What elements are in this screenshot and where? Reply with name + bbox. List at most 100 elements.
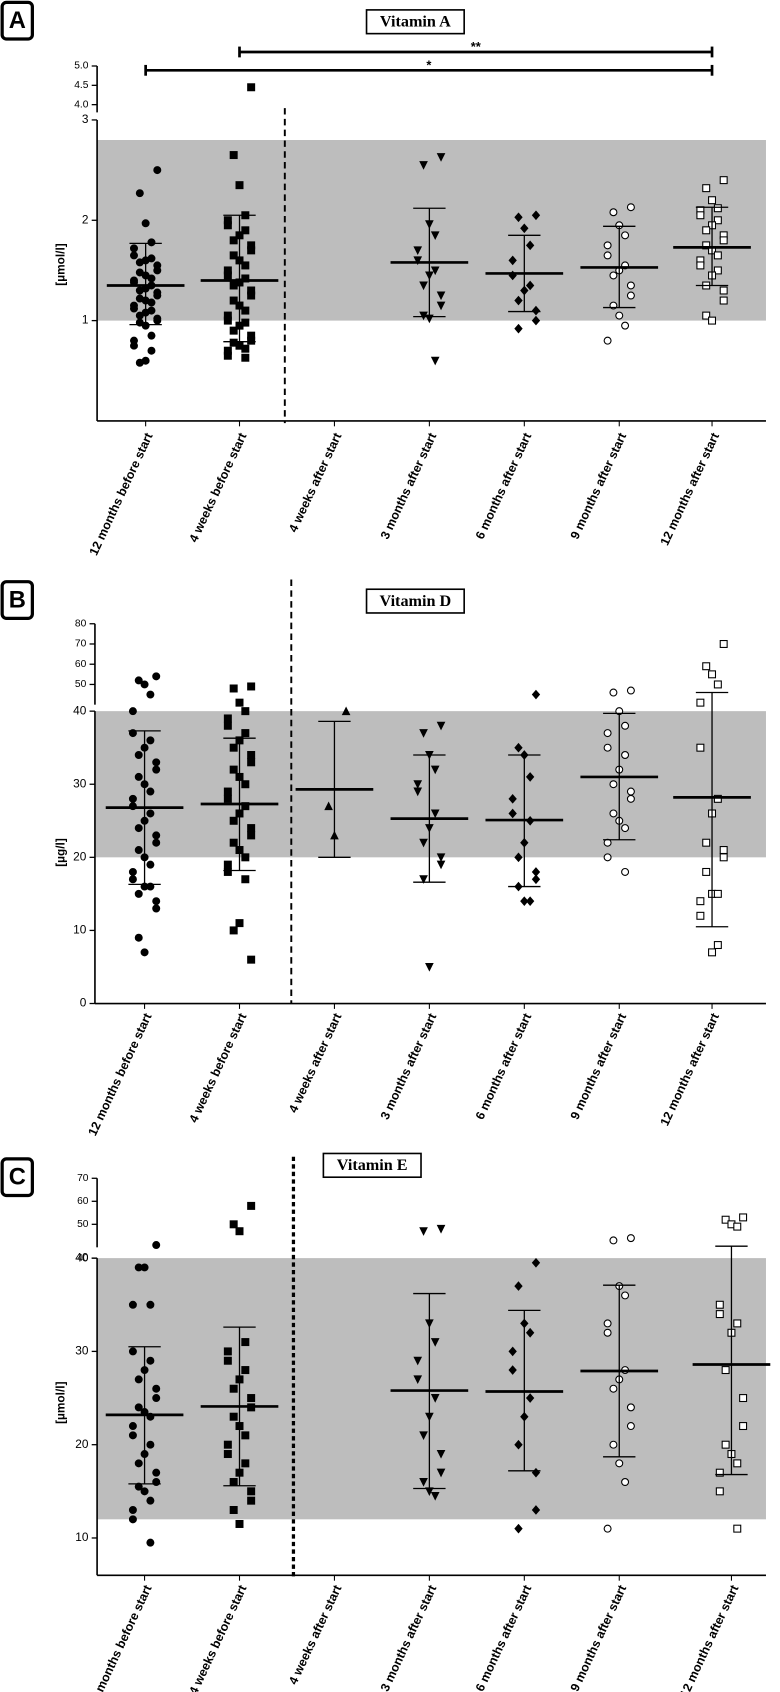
- data-point: [140, 1487, 149, 1496]
- data-point: [514, 295, 523, 306]
- y-tick-label: 4.0: [74, 99, 89, 110]
- data-point: [525, 1327, 535, 1338]
- data-point: [223, 714, 232, 723]
- y-tick-label: 2: [82, 212, 89, 226]
- data-point: [135, 286, 144, 295]
- data-point: [626, 1234, 635, 1243]
- data-point: [609, 809, 618, 818]
- data-point: [436, 860, 446, 870]
- data-point: [621, 1478, 630, 1486]
- data-point: [508, 1346, 517, 1357]
- data-point: [413, 256, 423, 266]
- data-point: [130, 304, 138, 313]
- data-point: [715, 1300, 724, 1309]
- data-point: [229, 926, 238, 935]
- data-point: [609, 1440, 618, 1449]
- title-box: [365, 588, 465, 614]
- data-point: [247, 758, 256, 767]
- data-point: [135, 258, 144, 267]
- reference-range: [97, 140, 766, 321]
- data-point: [413, 1356, 423, 1366]
- data-point: [696, 698, 705, 707]
- data-point: [241, 344, 250, 353]
- data-point: [615, 1459, 624, 1468]
- data-point: [531, 210, 541, 221]
- data-point: [241, 1366, 250, 1375]
- data-point: [436, 1468, 446, 1478]
- data-point: [603, 1328, 612, 1337]
- y-tick-label: 20: [75, 1437, 89, 1451]
- data-point: [621, 824, 630, 833]
- data-point: [223, 271, 232, 280]
- data-point: [713, 204, 722, 213]
- data-point: [514, 323, 523, 334]
- data-point: [430, 1338, 440, 1347]
- data-point: [229, 816, 238, 825]
- x-tick-label: 12 months before start: [85, 1011, 154, 1138]
- data-point: [247, 751, 256, 759]
- data-point: [436, 853, 446, 862]
- panel-letter-box: [0, 580, 34, 620]
- data-point: [223, 1347, 232, 1356]
- data-point: [134, 889, 143, 898]
- y-tick-label: 40: [73, 703, 87, 717]
- data-point: [229, 296, 238, 305]
- data-point: [514, 1281, 523, 1291]
- x-tick-label: 12 months after start: [677, 1583, 741, 1692]
- data-point: [621, 867, 630, 876]
- data-point: [134, 676, 143, 685]
- data-point: [531, 305, 541, 316]
- chart-title: Vitamin A: [380, 14, 451, 31]
- data-point: [531, 1257, 541, 1268]
- data-point: [229, 1384, 238, 1393]
- data-point: [229, 743, 238, 752]
- data-point: [430, 809, 440, 819]
- data-point: [153, 166, 162, 175]
- data-point: [719, 286, 728, 295]
- data-point: [152, 758, 161, 767]
- data-point: [241, 707, 250, 716]
- y-axis-label: [µmol/l]: [54, 1381, 68, 1423]
- data-point: [713, 889, 722, 898]
- data-point: [626, 291, 635, 300]
- y-tick-label: 4.5: [74, 80, 89, 91]
- data-point: [146, 736, 155, 745]
- data-point: [430, 356, 440, 366]
- data-point: [241, 875, 250, 884]
- data-point: [708, 316, 717, 325]
- data-point: [708, 670, 717, 679]
- data-point: [241, 780, 250, 789]
- data-point: [152, 831, 161, 840]
- data-point: [531, 874, 541, 885]
- x-tick-label: 3 months after start: [378, 1583, 440, 1692]
- y-tick-label: 80: [75, 618, 87, 629]
- data-point: [733, 1319, 742, 1328]
- data-point: [739, 1394, 748, 1403]
- data-point: [229, 838, 238, 847]
- data-point: [229, 281, 238, 290]
- x-tick-label: 4 weeks before start: [186, 1583, 249, 1692]
- data-point: [621, 721, 630, 730]
- data-point: [146, 690, 155, 699]
- data-point: [721, 1366, 730, 1375]
- data-point: [413, 780, 423, 789]
- data-point: [241, 306, 250, 315]
- data-point: [241, 729, 250, 738]
- y-tick-label: 40: [75, 1250, 89, 1264]
- chart-title: Vitamin D: [379, 593, 451, 610]
- data-point: [247, 1394, 256, 1403]
- data-point: [626, 794, 635, 803]
- panel-letter-box: [0, 1157, 34, 1198]
- data-point: [603, 1319, 612, 1328]
- data-point: [713, 216, 722, 225]
- data-point: [719, 853, 728, 862]
- data-point: [733, 1459, 742, 1468]
- data-point: [152, 904, 161, 913]
- reference-range: [97, 1258, 766, 1520]
- data-point: [733, 1222, 742, 1231]
- data-point: [223, 860, 232, 869]
- data-point: [141, 219, 150, 228]
- data-point: [235, 181, 244, 190]
- data-point: [229, 1478, 238, 1486]
- x-tick-label: 3 months after start: [378, 1011, 440, 1122]
